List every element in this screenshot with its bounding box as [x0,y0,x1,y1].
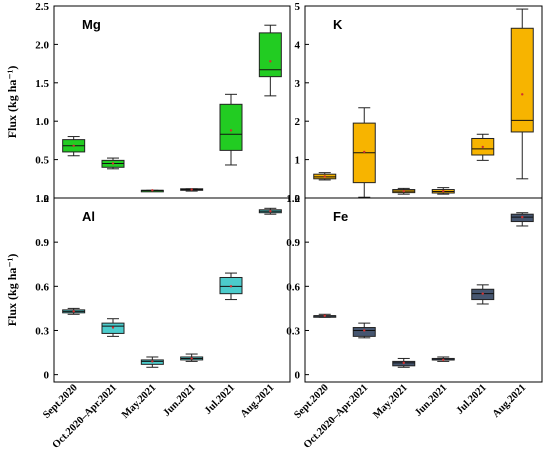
mean-marker [229,129,233,132]
mean-marker [151,189,154,192]
y-tick-label: 0.9 [35,237,49,249]
y-tick-label: 1 [295,155,301,167]
mean-marker [72,144,75,147]
y-tick-label: 2.0 [35,39,49,51]
y-axis-label: Flux (kg ha⁻¹) [5,66,19,139]
x-tick-label: Jul.2021 [454,382,488,416]
box-iqr [258,32,282,78]
box-Jun.2021 [180,188,204,192]
box-Sept.2020 [62,136,86,157]
x-tick-label: May.2021 [120,382,159,421]
box-iqr [510,27,534,133]
box-Jul.2021 [471,284,495,305]
box-May.2021 [392,357,416,368]
box-Sept.2020 [62,307,86,315]
y-tick-label: 0.3 [286,325,300,337]
mean-marker [481,145,484,149]
box-Jun.2021 [431,187,455,195]
panel-title: Al [82,209,95,224]
mean-marker [269,210,272,213]
mean-marker [72,310,75,313]
box-iqr [352,327,376,337]
y-tick-label: 1.5 [35,78,49,90]
y-tick-label: 5 [295,1,301,13]
box-May.2021 [140,189,164,193]
box-Oct.2020–Apr.2021 [352,322,376,339]
box-Oct.2020–Apr.2021 [352,107,376,198]
mean-marker [402,361,405,365]
y-tick-label: 0 [295,193,301,205]
x-tick-label: Aug.2021 [239,382,277,420]
mean-marker [111,326,115,329]
mean-marker [442,358,445,362]
box-May.2021 [140,356,164,368]
box-Jul.2021 [219,93,243,166]
box-May.2021 [392,187,416,195]
panel-frame [53,5,291,199]
box-Sept.2020 [313,172,337,181]
box-Jul.2021 [219,272,243,301]
mean-marker [269,60,272,63]
box-iqr [219,103,243,151]
y-tick-label: 0.3 [35,325,49,337]
panel-title: Mg [82,17,101,32]
mean-marker [229,285,233,288]
y-tick-label: 1.2 [35,193,49,205]
panel-mg: 0 0.5 1.0 1.5 2.0 2.5 Mg Flux (kg ha⁻¹) [5,1,291,205]
panel-fe: 00.30.60.91.2FeSept.2020Oct.2020–Apr.202… [286,193,543,451]
mean-marker [521,93,524,96]
x-tick-label: Jun.2021 [413,382,449,418]
y-tick-label: 0.9 [286,237,300,249]
panel-frame [304,197,543,383]
mean-marker [323,175,326,178]
panel-frame [304,5,543,199]
y-tick-label: 0 [44,193,50,205]
mean-marker [323,314,326,317]
y-tick-label: 3 [295,78,301,90]
y-tick-label: 1.2 [286,193,300,205]
y-tick-label: 0.6 [286,281,300,293]
mean-marker [442,189,445,193]
x-tick-label: Jun.2021 [161,382,197,418]
box-Jul.2021 [471,133,495,161]
box-Oct.2020–Apr.2021 [101,318,125,337]
y-tick-label: 0 [295,370,301,382]
box-Sept.2020 [313,313,337,318]
x-tick-label: Jul.2021 [203,382,237,416]
mean-marker [521,215,524,219]
x-tick-label: Sept.2020 [41,382,80,421]
y-tick-label: 0 [44,370,50,382]
y-tick-label: 0.5 [35,155,49,167]
mean-marker [151,360,154,363]
box-Aug.2021 [258,24,282,97]
y-tick-label: 0.6 [35,281,49,293]
box-Oct.2020–Apr.2021 [101,157,125,170]
box-Aug.2021 [510,8,534,180]
mean-marker [481,292,484,295]
y-tick-label: 4 [295,39,301,51]
y-tick-label: 1.0 [35,116,49,128]
box-Jun.2021 [180,353,204,362]
mean-marker [402,189,405,193]
box-Aug.2021 [258,207,282,215]
y-axis-label: Flux (kg ha⁻¹) [5,254,19,327]
mean-marker [190,188,193,191]
panel-title: Fe [333,209,348,224]
mean-marker [363,329,366,332]
y-tick-label: 2 [295,116,301,128]
panel-title: K [333,17,343,32]
panel-frame [53,197,291,383]
box-Jun.2021 [431,356,455,362]
mean-marker [190,357,193,360]
x-tick-label: May.2021 [371,382,410,421]
x-tick-label: Aug.2021 [491,382,529,420]
mean-marker [111,162,115,165]
box-Aug.2021 [510,212,534,227]
x-tick-label: Sept.2020 [292,382,331,421]
mean-marker [363,150,366,154]
panel-k: 0 1 2 3 4 5 K [295,1,543,205]
y-tick-label: 2.5 [35,1,49,13]
